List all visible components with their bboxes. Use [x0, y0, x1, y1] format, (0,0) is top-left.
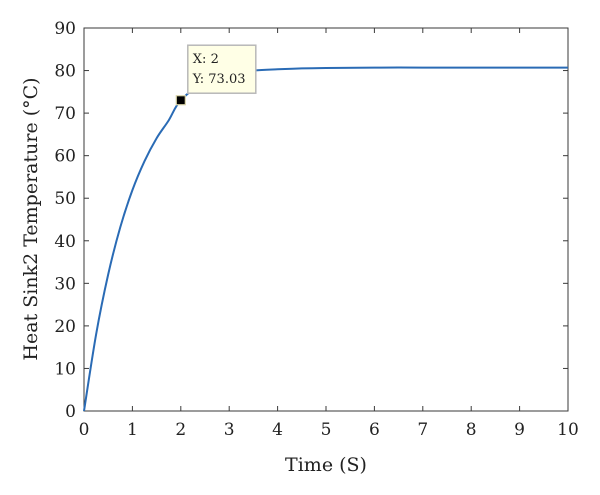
datatip[interactable]: X: 2 Y: 73.03: [175, 44, 257, 106]
y-tick-labels: 0 10 20 30 40 50 60 70 80 90: [54, 19, 76, 422]
x-tick-label: 3: [224, 420, 235, 440]
y-tick-label: 90: [54, 19, 76, 39]
y-tick-label: 30: [54, 274, 76, 294]
datatip-y-text: Y: 73.03: [192, 72, 246, 87]
plot-area: [83, 27, 569, 412]
y-tick-label: 10: [54, 359, 76, 379]
y-tick-label: 80: [54, 62, 76, 82]
y-tick-label: 0: [65, 402, 76, 422]
y-tick-label: 70: [54, 104, 76, 124]
x-tick-label: 9: [514, 420, 525, 440]
axis-ticks: [83, 27, 569, 412]
x-tick-label: 5: [321, 420, 332, 440]
x-tick-labels: 0 1 2 3 4 5 6 7 8 9 10: [79, 420, 579, 440]
x-tick-label: 1: [127, 420, 138, 440]
x-axis-label: Time (S): [285, 454, 367, 476]
x-tick-label: 6: [369, 420, 380, 440]
datatip-x-text: X: 2: [193, 52, 219, 67]
datatip-box: [187, 44, 257, 94]
y-tick-label: 60: [54, 147, 76, 167]
x-tick-label: 4: [272, 420, 283, 440]
y-axis-label: Heat Sink2 Temperature (°C): [20, 77, 42, 360]
y-tick-label: 40: [54, 232, 76, 252]
x-tick-label: 7: [417, 420, 428, 440]
x-tick-label: 2: [175, 420, 186, 440]
datatip-marker[interactable]: [175, 95, 186, 106]
x-tick-label: 8: [466, 420, 477, 440]
x-tick-label: 0: [79, 420, 90, 440]
y-tick-label: 50: [54, 189, 76, 209]
y-tick-label: 20: [54, 317, 76, 337]
x-tick-label: 10: [557, 420, 579, 440]
